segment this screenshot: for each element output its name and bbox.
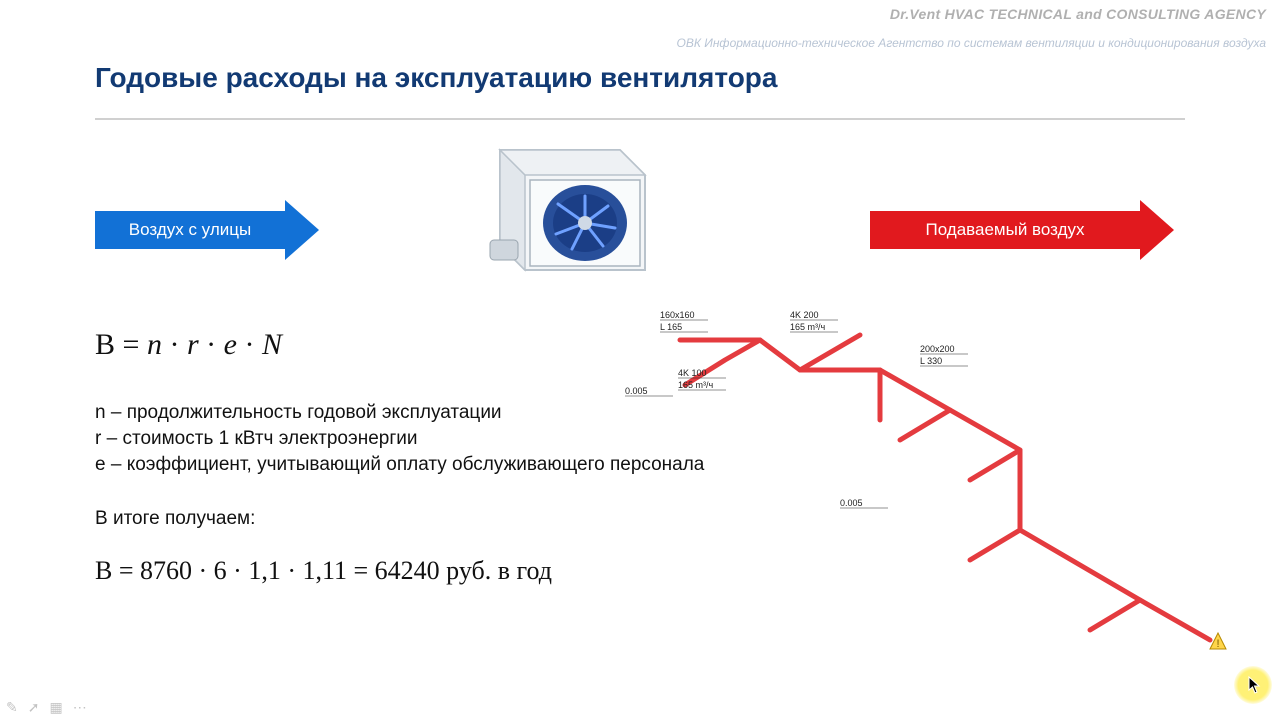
- pen-icon[interactable]: ✎: [6, 699, 18, 716]
- svg-text:L 330: L 330: [920, 356, 942, 366]
- svg-text:!: !: [1216, 638, 1219, 650]
- page-title: Годовые расходы на эксплуатацию вентилят…: [95, 62, 777, 94]
- outlet-arrow-head: [1140, 200, 1174, 260]
- def-r: r – стоимость 1 кВтч электроэнергии: [95, 426, 704, 452]
- pointer-icon[interactable]: ➚: [28, 699, 40, 716]
- inlet-arrow: Воздух с улицы: [95, 200, 319, 260]
- svg-text:160x160: 160x160: [660, 310, 695, 320]
- inlet-arrow-head: [285, 200, 319, 260]
- svg-text:200x200: 200x200: [920, 344, 955, 354]
- def-n: n – продолжительность годовой эксплуатац…: [95, 400, 704, 426]
- menu-icon[interactable]: ▦: [49, 699, 62, 716]
- svg-text:L 165: L 165: [660, 322, 682, 332]
- cost-formula: B = n · r · e · N: [95, 328, 282, 362]
- result-equation: B = 8760 · 6 · 1,1 · 1,11 = 64240 руб. в…: [95, 556, 552, 586]
- formula-definitions: n – продолжительность годовой эксплуатац…: [95, 400, 704, 479]
- outlet-arrow: Подаваемый воздух: [870, 200, 1174, 260]
- def-e: e – коэффициент, учитывающий оплату обсл…: [95, 452, 704, 478]
- agency-subtitle: ОВК Информационно-техническое Агентство …: [677, 36, 1267, 50]
- svg-text:4K 200: 4K 200: [790, 310, 819, 320]
- svg-text:165 m³/ч: 165 m³/ч: [678, 380, 714, 390]
- inlet-arrow-label: Воздух с улицы: [95, 211, 285, 249]
- svg-text:165 m³/ч: 165 m³/ч: [790, 322, 826, 332]
- more-icon[interactable]: ⋯: [73, 699, 87, 716]
- cursor-highlight: [1234, 666, 1272, 704]
- duct-diagram: ! 160x160 L 165 4K 200 165 m³/ч 200x200 L 33…: [620, 300, 1240, 660]
- svg-text:4K 100: 4K 100: [678, 368, 707, 378]
- presenter-toolbar[interactable]: ✎ ➚ ▦ ⋯: [6, 699, 87, 716]
- svg-text:0.005: 0.005: [840, 498, 863, 508]
- outlet-arrow-label: Подаваемый воздух: [870, 211, 1140, 249]
- summary-label: В итоге получаем:: [95, 508, 255, 530]
- fan-illustration: [460, 140, 650, 300]
- title-divider: [95, 118, 1185, 120]
- svg-text:0.005: 0.005: [625, 386, 648, 396]
- agency-name: Dr.Vent HVAC TECHNICAL and CONSULTING AG…: [890, 6, 1266, 22]
